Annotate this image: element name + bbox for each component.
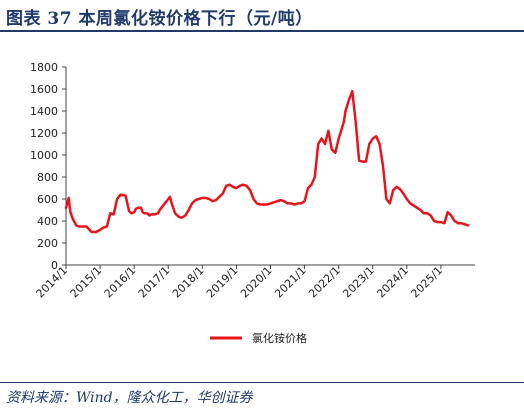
y-tick-label: 200	[37, 237, 58, 250]
y-tick-label: 1200	[30, 127, 58, 140]
x-axis: 2014/12015/12016/12017/12018/12019/12020…	[34, 264, 475, 301]
x-tick-label: 2015/1	[68, 264, 105, 301]
x-tick-label: 2021/1	[272, 264, 309, 301]
legend-label: 氯化铵价格	[252, 331, 307, 345]
line-chart: 0 200 400 600 800 1000 1200 1400 1600 1800 2014/1…	[30, 61, 475, 345]
series-line-0	[64, 89, 470, 234]
x-tick-label: 2025/1	[408, 264, 445, 301]
title-bar: 图表 37 本周氯化铵价格下行（元/吨）	[0, 0, 524, 32]
y-tick-label: 1800	[30, 61, 58, 74]
y-tick-label: 1400	[30, 105, 58, 118]
x-tick-label: 2019/1	[204, 264, 241, 301]
x-tick-label: 2024/1	[374, 264, 411, 301]
legend: 氯化铵价格	[210, 331, 307, 345]
figure-title: 图表 37 本周氯化铵价格下行（元/吨）	[6, 9, 313, 29]
y-tick-label: 1600	[30, 83, 58, 96]
source-divider	[0, 382, 524, 383]
series-group	[64, 89, 470, 234]
x-tick-label: 2023/1	[340, 264, 377, 301]
y-tick-label: 800	[37, 171, 58, 184]
x-tick-label: 2018/1	[170, 264, 207, 301]
y-axis: 0 200 400 600 800 1000 1200 1400 1600 1800	[30, 61, 67, 272]
y-tick-label: 600	[37, 193, 58, 206]
y-tick-label: 0	[51, 259, 58, 272]
x-tick-label: 2016/1	[102, 264, 139, 301]
y-tick-label: 1000	[30, 149, 58, 162]
x-tick-label: 2017/1	[136, 264, 173, 301]
y-tick-label: 400	[37, 215, 58, 228]
source-note: 资料来源：Wind，隆众化工，华创证券	[6, 390, 253, 406]
x-tick-label: 2020/1	[238, 264, 275, 301]
x-tick-label: 2022/1	[306, 264, 343, 301]
